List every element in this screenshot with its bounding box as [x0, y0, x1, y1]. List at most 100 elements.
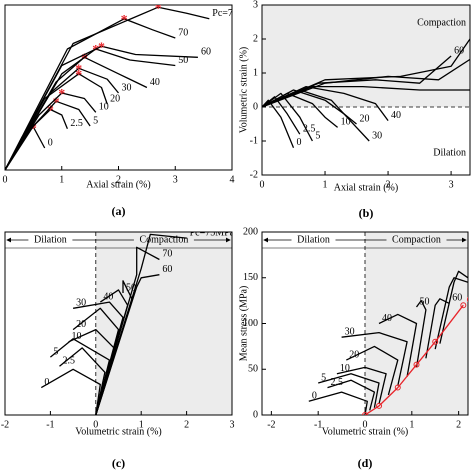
y-tick-label: -2: [250, 169, 258, 180]
point: [362, 412, 368, 415]
peak-marker: *: [92, 43, 99, 58]
y-axis-label: Mean stress (MPa): [238, 286, 249, 362]
curve: [308, 391, 368, 415]
y-tick-label: 200: [243, 226, 258, 237]
curve-label: 40: [382, 313, 392, 324]
curve: [40, 368, 101, 415]
panel: Dilation Compaction -2 -1 0 1 2 3 Volumetric str…: [1, 231, 235, 470]
peak-marker: *: [98, 40, 105, 55]
peak-marker: *: [75, 68, 82, 83]
x-tick-label: 3: [449, 179, 454, 190]
curve-label: 2.5: [303, 123, 316, 134]
point: [460, 302, 467, 309]
x-tick-label: -2: [1, 419, 9, 430]
curve-label: 2.5: [70, 118, 83, 129]
y-tick-label: 50: [248, 364, 258, 375]
curve-label: 10: [341, 117, 351, 128]
panel-caption: (d): [358, 456, 373, 470]
panel-caption: (b): [359, 206, 374, 220]
curve: [341, 331, 408, 386]
curve: [378, 313, 418, 377]
curve-label: 0: [48, 137, 53, 148]
curve-label: 50: [126, 282, 136, 293]
peak-marker: *: [155, 1, 162, 16]
x-tick-label: -2: [267, 419, 275, 430]
curve-label: 20: [110, 93, 120, 104]
curves: *0*2.5*5*10*20*30*40*50* 60*70* Pc=75MPa: [5, 1, 257, 170]
plot-frame: [4, 231, 233, 416]
curve: [5, 92, 97, 170]
curve-label: 40: [103, 291, 113, 302]
peak-marker: *: [81, 51, 88, 66]
x-tick-label: 1: [59, 174, 64, 185]
peak-marker: *: [53, 95, 60, 110]
x-tick-label: 3: [230, 419, 235, 430]
x-tick-label: 2: [116, 174, 121, 185]
curve-label: 20: [349, 349, 359, 360]
curve: [5, 67, 120, 170]
curve-label: 60: [162, 264, 172, 275]
y-tick-label: 3: [253, 0, 258, 10]
curve-label: C': [466, 294, 474, 305]
x-axis-label: Axial strain (%): [334, 182, 398, 193]
curve-label: 60: [201, 47, 211, 58]
curve-label: 70: [162, 249, 172, 260]
x-axis-label: Volumetric strain (%): [322, 426, 408, 437]
panel: Dilation Compaction-2 -1 0 1 2050100150200Vol…: [238, 226, 474, 470]
curve: [95, 233, 187, 415]
curve-label: 40: [150, 77, 160, 88]
curve: [262, 85, 389, 121]
curve-label: 40: [391, 110, 401, 121]
curve-label: 10: [99, 102, 109, 113]
curve-label: 50: [420, 296, 430, 307]
y-tick-label: 150: [243, 272, 258, 283]
x-tick-label: 0: [260, 179, 265, 190]
curve-label: 20: [76, 319, 86, 330]
curve-label: 5: [53, 346, 58, 357]
region-label: Dilation: [34, 234, 67, 245]
region-label: Compaction: [139, 234, 188, 245]
curve: [59, 347, 106, 415]
peak-marker: *: [47, 104, 54, 119]
curve-label: 30: [122, 82, 132, 93]
curve-label: 70: [178, 27, 188, 38]
y-tick-label: 2: [253, 33, 258, 44]
x-axis-label: Volumetric strain (%): [75, 426, 161, 437]
x-tick-label: 4: [230, 174, 235, 185]
x-tick-label: 2: [456, 419, 461, 430]
plot-frame: [4, 4, 233, 171]
curve-label: 5: [321, 372, 326, 383]
shaded-region: [95, 232, 232, 415]
x-tick-label: 0: [93, 419, 98, 430]
x-tick-label: 3: [173, 174, 178, 185]
y-tick-label: 100: [243, 318, 258, 329]
curve: [95, 246, 160, 415]
panel-caption: (a): [112, 204, 126, 218]
curve-label: 20: [360, 113, 370, 124]
region-label: Compaction: [392, 234, 441, 245]
curve: [262, 99, 295, 149]
curve-label: 60: [452, 293, 462, 304]
region-label: Dilation: [433, 147, 466, 158]
curve-label: 5: [93, 115, 98, 126]
region-label: Compaction: [417, 17, 466, 28]
curve: [318, 373, 380, 408]
curve-label: Pc=75MPa: [212, 8, 257, 19]
curve-label: 0: [297, 137, 302, 148]
panel-caption: (c): [112, 456, 125, 470]
x-tick-label: -1: [46, 419, 54, 430]
curve: [415, 299, 427, 368]
y-tick-label: 0: [253, 409, 258, 420]
y-axis-label: Volumetric strain (%): [238, 47, 249, 133]
curve-label: 30: [372, 130, 382, 141]
curve: [5, 6, 210, 170]
curve-label: 50: [178, 55, 188, 66]
curve: [434, 277, 468, 350]
x-tick-label: 0: [363, 419, 368, 430]
curve: [425, 298, 450, 359]
point: [413, 361, 420, 368]
